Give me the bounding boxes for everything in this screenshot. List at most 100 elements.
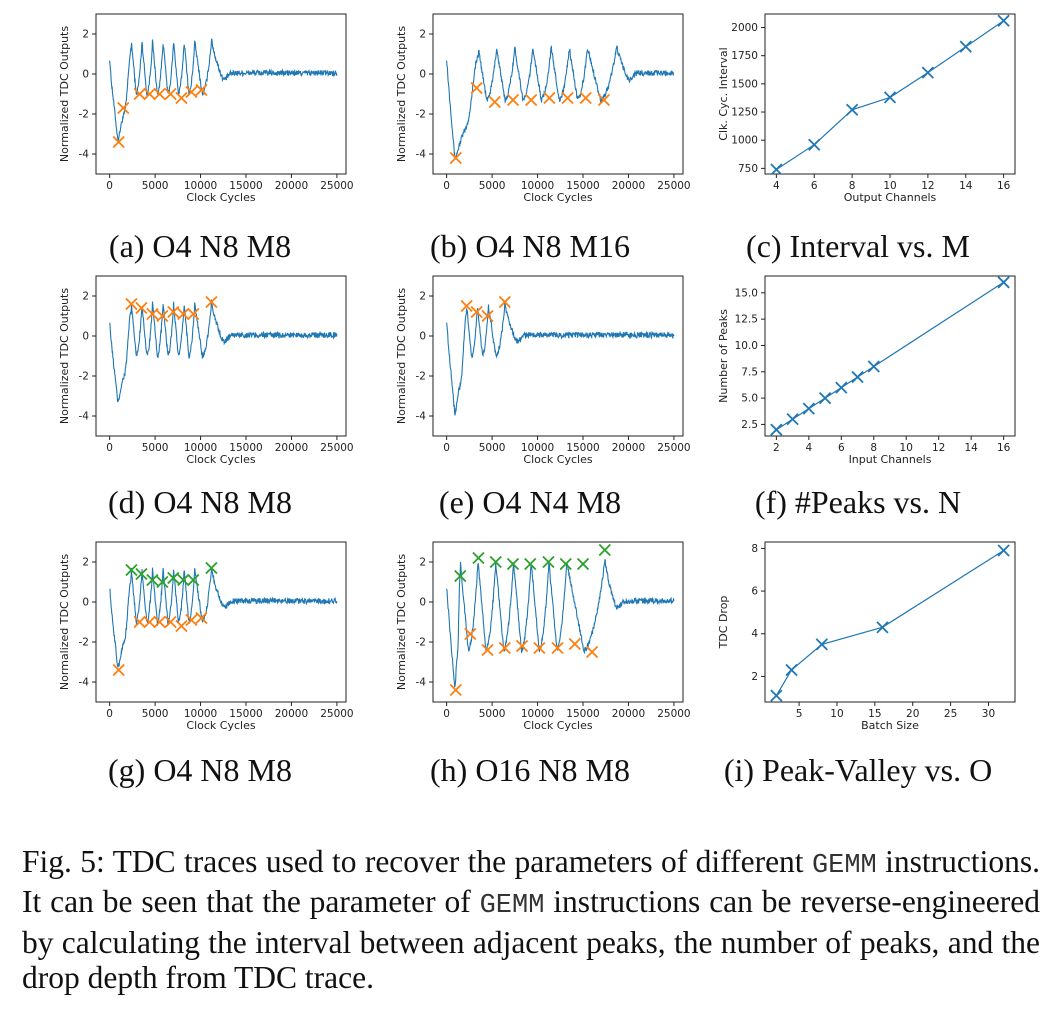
data-point xyxy=(802,402,815,415)
y-tick-label: -2 xyxy=(416,637,426,649)
y-tick-label: 8 xyxy=(751,543,758,555)
caption-code-2: GEMM xyxy=(479,891,545,921)
y-tick-label: 0 xyxy=(82,597,89,609)
y-tick-label: -2 xyxy=(416,371,426,383)
peak-marker xyxy=(506,557,520,571)
x-tick-label: 4 xyxy=(773,180,780,192)
valley-marker xyxy=(498,295,511,309)
y-tick-label: 750 xyxy=(738,163,758,175)
chart-e: 0 5000 10000 15000 20000 25000 -4 -2 0 2 Clock Cyc… xyxy=(395,275,691,466)
data-point xyxy=(786,413,799,426)
trace-line xyxy=(446,45,675,160)
y-tick-label: 10.0 xyxy=(735,340,758,352)
chart-c: 4 6 8 10 12 14 16 750 1000 1250 1500 1750 2000 Output… xyxy=(717,13,1016,204)
x-tick-label: 5000 xyxy=(479,442,506,454)
x-tick-label: 12 xyxy=(921,180,934,192)
caption-text-3: instructions can be reverse-engineered b… xyxy=(22,884,1040,995)
valley-marker xyxy=(579,91,592,105)
y-tick-label: 1500 xyxy=(731,78,758,90)
x-axis-label: Clock Cycles xyxy=(186,453,255,466)
valley-marker xyxy=(153,87,166,101)
x-tick-label: 5000 xyxy=(142,180,169,192)
x-tick-label: 4 xyxy=(805,442,812,454)
valley-marker xyxy=(117,101,130,115)
valley-marker xyxy=(125,297,138,311)
axes-frame xyxy=(764,275,1016,437)
x-tick-label: 25000 xyxy=(657,180,690,192)
x-tick-label: 0 xyxy=(106,708,113,720)
y-tick-label: -2 xyxy=(79,371,89,383)
axes-frame xyxy=(95,541,347,703)
valley-marker xyxy=(481,309,494,323)
data-point xyxy=(921,66,935,79)
peak-marker xyxy=(576,557,590,571)
data-point xyxy=(835,381,848,394)
subcaption-i: (i) Peak-Valley vs. O xyxy=(723,752,993,788)
x-tick-label: 8 xyxy=(870,442,877,454)
data-point xyxy=(818,391,832,405)
y-tick-label: 6 xyxy=(751,586,758,598)
trace-line xyxy=(446,300,675,416)
data-point xyxy=(845,103,859,116)
valley-marker xyxy=(143,615,156,629)
figure-caption: Fig. 5: TDC traces used to recover the p… xyxy=(22,844,1040,996)
valley-marker xyxy=(185,85,198,99)
x-axis-label: Input Channels xyxy=(849,453,932,466)
x-tick-label: 0 xyxy=(106,442,113,454)
x-tick-label: 20000 xyxy=(275,708,308,720)
peak-marker xyxy=(559,557,572,571)
y-tick-label: -2 xyxy=(416,109,426,121)
x-tick-label: 10000 xyxy=(184,442,217,454)
valley-marker xyxy=(551,641,564,655)
axes-frame xyxy=(432,541,684,703)
y-tick-label: 4 xyxy=(751,628,758,640)
x-tick-label: 25000 xyxy=(320,708,353,720)
x-tick-label: 25000 xyxy=(657,442,690,454)
x-tick-label: 20000 xyxy=(612,180,645,192)
x-tick-label: 2 xyxy=(773,442,780,454)
valley-marker xyxy=(585,645,599,659)
x-tick-label: 6 xyxy=(811,180,818,192)
chart-b: 0 5000 10000 15000 20000 25000 -4 -2 0 2 Clock Cyc… xyxy=(395,13,691,204)
data-point xyxy=(883,91,897,104)
chart-h: 0 5000 10000 15000 20000 25000 -4 -2 0 2 Clock Cyc… xyxy=(395,541,691,732)
x-tick-label: 25000 xyxy=(320,180,353,192)
caption-text-2: instructions. It can be seen that the pa… xyxy=(22,843,1041,920)
valley-marker xyxy=(133,615,146,629)
subcaption-g: (g) O4 N8 M8 xyxy=(108,752,292,788)
y-tick-label: 12.5 xyxy=(735,314,758,326)
y-tick-label: 0 xyxy=(419,597,426,609)
y-axis-label: Normalized TDC Outputs xyxy=(395,288,408,424)
valley-marker xyxy=(460,299,473,313)
subcaption-b: (b) O4 N8 M16 xyxy=(430,228,630,264)
x-tick-label: 8 xyxy=(849,180,856,192)
x-tick-label: 20000 xyxy=(612,708,645,720)
x-tick-label: 14 xyxy=(959,180,973,192)
peak-marker xyxy=(125,563,138,577)
data-point xyxy=(867,360,880,373)
valley-marker xyxy=(112,663,125,677)
x-tick-label: 30 xyxy=(982,708,995,720)
y-tick-label: 5.0 xyxy=(741,393,758,405)
y-tick-label: 2 xyxy=(419,291,426,303)
x-tick-label: 0 xyxy=(443,180,450,192)
x-tick-label: 15000 xyxy=(229,180,262,192)
y-tick-label: 2 xyxy=(419,29,426,41)
valley-marker xyxy=(515,639,529,653)
x-tick-label: 16 xyxy=(997,180,1011,192)
subcaption-h: (h) O16 N8 M8 xyxy=(430,752,630,788)
x-tick-label: 10 xyxy=(830,708,843,720)
y-axis-label: Number of Peaks xyxy=(717,309,730,403)
y-axis-label: Normalized TDC Outputs xyxy=(58,26,71,162)
valley-marker xyxy=(164,615,177,629)
peak-marker xyxy=(146,573,159,587)
chart-f: 2 4 6 8 10 12 14 16 2.5 5.0 7.5 10.0 12.5 15.0 Input C… xyxy=(717,275,1016,466)
valley-marker xyxy=(449,683,462,697)
valley-marker xyxy=(481,643,494,657)
axes-frame xyxy=(95,13,347,175)
y-tick-label: 1250 xyxy=(731,107,758,119)
y-tick-label: 0 xyxy=(82,69,89,81)
y-tick-label: 2000 xyxy=(731,22,758,34)
valley-marker xyxy=(177,307,190,321)
x-axis-label: Clock Cycles xyxy=(186,191,255,204)
